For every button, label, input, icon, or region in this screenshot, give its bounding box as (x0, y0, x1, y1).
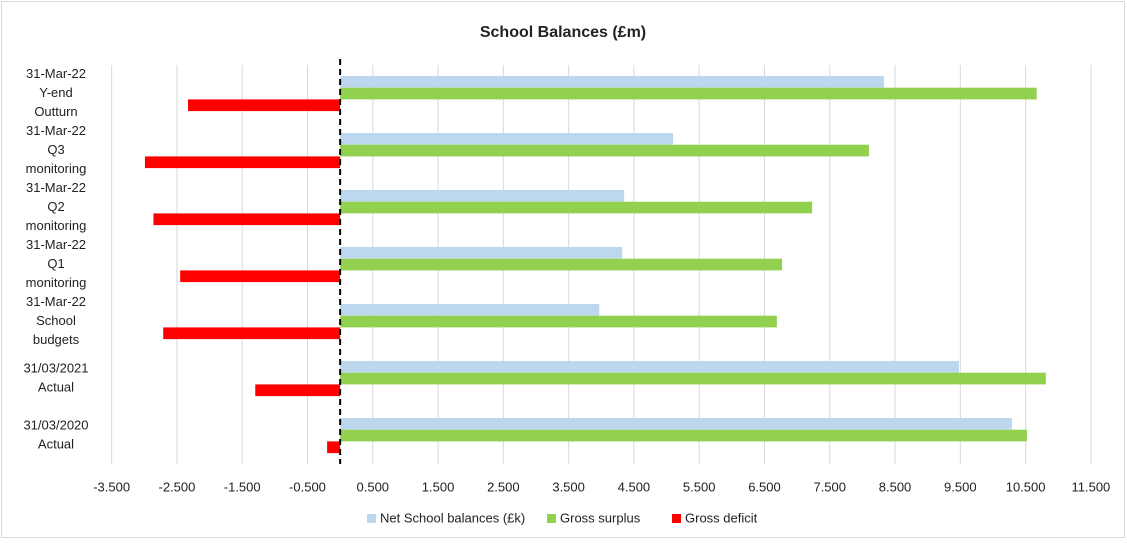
bar (340, 87, 1037, 100)
x-tick-label: 6.500 (748, 479, 781, 494)
x-tick-label: -3.500 (93, 479, 130, 494)
x-tick-label: 4.500 (618, 479, 651, 494)
bar (188, 99, 341, 112)
y-tick-label: Q2 (47, 199, 64, 214)
bar (153, 213, 341, 226)
bar (327, 441, 341, 454)
y-tick-label: Actual (38, 379, 74, 394)
x-tick-label: 3.500 (552, 479, 585, 494)
y-tick-label: Q3 (47, 142, 64, 157)
x-tick-label: 11.500 (1071, 479, 1110, 494)
y-tick-label: monitoring (26, 218, 87, 233)
bar (340, 429, 1027, 442)
bar (340, 361, 960, 373)
bar (340, 133, 674, 145)
x-tick-label: 5.500 (683, 479, 716, 494)
legend-label: Gross deficit (685, 510, 758, 525)
x-tick-label: -2.500 (158, 479, 195, 494)
legend-swatch (672, 514, 681, 523)
y-tick-label: Actual (38, 436, 74, 451)
bar (340, 372, 1046, 385)
bar (340, 247, 623, 259)
bar (340, 258, 783, 271)
x-tick-label: 8.500 (879, 479, 912, 494)
y-tick-label: 31-Mar-22 (26, 123, 86, 138)
legend-swatch (547, 514, 556, 523)
y-tick-label: 31-Mar-22 (26, 180, 86, 195)
bar (340, 76, 884, 88)
x-tick-label: 2.500 (487, 479, 520, 494)
x-tick-label: 7.500 (813, 479, 846, 494)
x-tick-label: 10.500 (1006, 479, 1046, 494)
y-tick-label: 31-Mar-22 (26, 66, 86, 81)
legend-label: Net School balances (£k) (380, 510, 525, 525)
x-tick-label: 1.500 (422, 479, 455, 494)
y-tick-label: 31/03/2021 (23, 360, 88, 375)
x-tick-label: 0.500 (357, 479, 390, 494)
bar (163, 327, 341, 340)
legend-label: Gross surplus (560, 510, 641, 525)
x-tick-label: -0.500 (289, 479, 326, 494)
bar (144, 156, 341, 169)
y-tick-label: 31/03/2020 (23, 417, 88, 432)
y-tick-label: Q1 (47, 256, 64, 271)
bar (255, 384, 341, 397)
y-tick-label: School (36, 313, 76, 328)
bar (340, 201, 813, 214)
x-tick-label: 9.500 (944, 479, 977, 494)
chart-title: School Balances (£m) (480, 24, 646, 41)
y-tick-label: 31-Mar-22 (26, 294, 86, 309)
bar (340, 315, 777, 328)
bar (340, 418, 1012, 430)
bar (180, 270, 341, 283)
y-tick-label: Outturn (34, 104, 77, 119)
bar (340, 190, 625, 202)
y-tick-label: monitoring (26, 275, 87, 290)
legend-swatch (367, 514, 376, 523)
bar (340, 304, 600, 316)
y-tick-label: Y-end (39, 85, 73, 100)
y-tick-label: 31-Mar-22 (26, 237, 86, 252)
bar (340, 144, 869, 157)
x-tick-label: -1.500 (224, 479, 261, 494)
y-tick-label: monitoring (26, 161, 87, 176)
y-tick-label: budgets (33, 332, 80, 347)
